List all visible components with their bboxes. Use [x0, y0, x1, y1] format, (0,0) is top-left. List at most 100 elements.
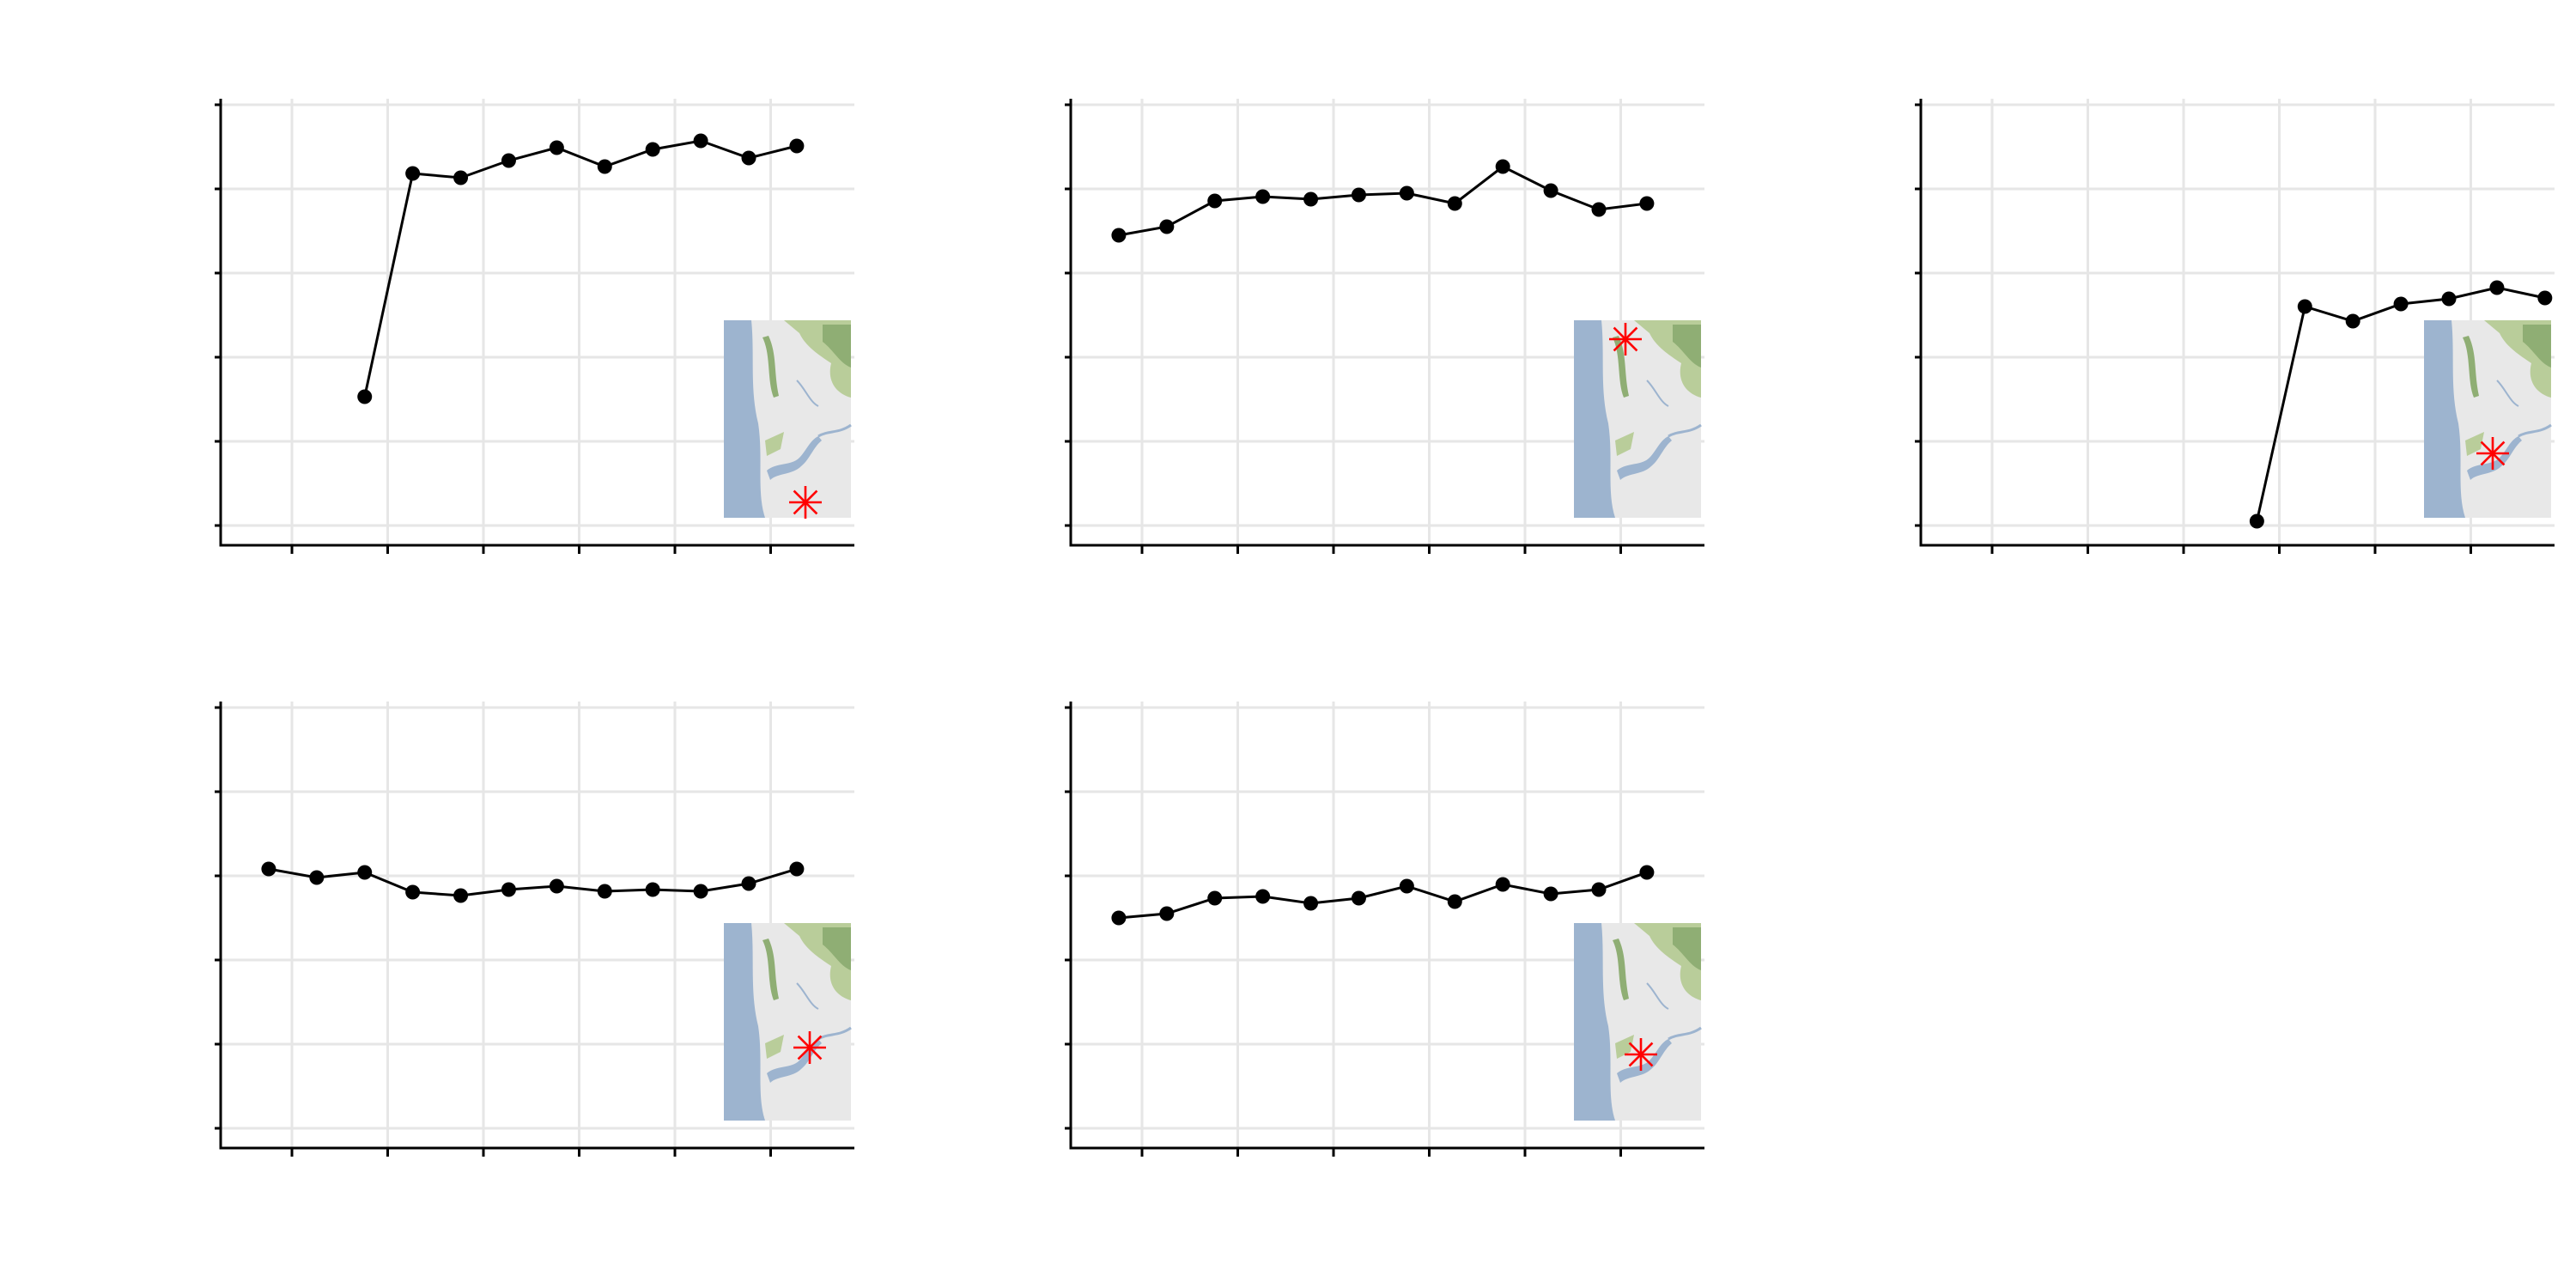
map-forest-dark	[823, 325, 851, 368]
data-point	[1303, 191, 1319, 207]
data-point	[1543, 183, 1558, 198]
map-ocean	[1574, 320, 1615, 518]
map-river	[1617, 436, 1672, 480]
map-ocean	[1574, 923, 1615, 1121]
data-point	[2537, 290, 2553, 306]
data-point	[741, 876, 756, 891]
data-point	[1447, 894, 1462, 909]
axes	[1915, 99, 2555, 554]
data-point	[2249, 513, 2264, 529]
data-point	[549, 140, 564, 155]
map-stream	[796, 380, 819, 407]
data-point	[1591, 882, 1607, 897]
grid	[1071, 99, 1704, 545]
location-star-icon	[793, 1031, 826, 1064]
map-park	[1615, 432, 1634, 456]
axes	[1065, 702, 1704, 1157]
axes	[215, 702, 854, 1157]
data-point	[1543, 886, 1558, 902]
data-point	[645, 142, 660, 157]
map-river	[2467, 436, 2522, 480]
map-park	[2465, 432, 2484, 456]
data-point	[357, 865, 373, 880]
map-river-upper	[2518, 423, 2552, 438]
data-point	[1591, 202, 1607, 217]
map-park	[765, 1035, 784, 1059]
map-ridge	[1613, 336, 1629, 398]
grid	[221, 702, 854, 1148]
map-park	[765, 432, 784, 456]
inset-map	[724, 320, 852, 519]
data-point	[789, 138, 805, 154]
data-point	[1399, 878, 1414, 894]
data-point	[453, 170, 469, 185]
data-point	[2489, 280, 2505, 295]
inset-map	[1574, 923, 1702, 1121]
data-point	[1111, 910, 1127, 926]
map-forest-dark	[1673, 325, 1701, 368]
data-point	[1351, 890, 1366, 906]
data-point	[1207, 890, 1223, 906]
location-star-ray	[1628, 1042, 1654, 1067]
map-river-upper	[1668, 423, 1702, 438]
location-star-icon	[789, 486, 822, 519]
data-point	[309, 870, 325, 885]
data-point	[405, 884, 421, 900]
location-star-ray	[793, 489, 818, 515]
chart-panel-bottom-middle	[1065, 702, 1704, 1157]
data-point	[597, 159, 612, 174]
data-point	[1111, 228, 1127, 243]
inset-map	[2424, 320, 2552, 518]
series-line	[363, 139, 798, 398]
data-point	[549, 878, 564, 894]
chart-panel-top-left	[215, 99, 854, 554]
data-point	[2345, 313, 2360, 329]
data-point	[1399, 185, 1414, 201]
location-star-icon	[1625, 1038, 1657, 1071]
series-line	[1118, 871, 1648, 920]
chart-panel-top-middle	[1065, 99, 1704, 554]
data-point	[1447, 196, 1462, 211]
data-point	[261, 861, 276, 877]
data-point	[1639, 865, 1655, 880]
data-point	[1495, 159, 1510, 174]
grid	[221, 99, 854, 545]
map-ridge	[762, 336, 779, 398]
data-point	[453, 888, 469, 903]
map-stream	[1646, 380, 1669, 407]
map-ocean	[724, 320, 765, 518]
map-ridge	[1613, 939, 1629, 1000]
data-point	[1303, 896, 1319, 911]
series-line	[268, 867, 798, 897]
map-forest-dark	[2523, 325, 2551, 368]
map-river-upper	[817, 423, 852, 438]
data-point	[501, 882, 516, 897]
chart-panel-bottom-left	[215, 702, 854, 1157]
data-point	[2297, 299, 2312, 314]
location-star-icon	[2476, 437, 2509, 470]
data-point	[789, 861, 805, 877]
map-forest-dark	[823, 927, 851, 970]
map-forest-dark	[1673, 927, 1701, 970]
data-point	[1495, 877, 1510, 892]
series-line	[1118, 165, 1648, 237]
location-star-ray	[2480, 440, 2506, 466]
data-point	[405, 166, 421, 181]
data-point	[501, 153, 516, 168]
data-point	[357, 389, 373, 404]
inset-map	[724, 923, 852, 1121]
map-ocean	[2424, 320, 2465, 518]
data-point	[2441, 291, 2457, 307]
axes	[1065, 99, 1704, 554]
map-ridge	[2463, 336, 2479, 398]
grid	[1921, 99, 2555, 545]
map-river	[1617, 1039, 1672, 1083]
data-point	[1639, 196, 1655, 211]
map-stream	[2496, 380, 2519, 407]
location-star-ray	[797, 1035, 823, 1060]
inset-map	[1574, 320, 1702, 518]
data-point	[597, 884, 612, 899]
data-point	[1255, 889, 1271, 904]
data-point	[1159, 906, 1175, 921]
data-point	[645, 882, 660, 897]
